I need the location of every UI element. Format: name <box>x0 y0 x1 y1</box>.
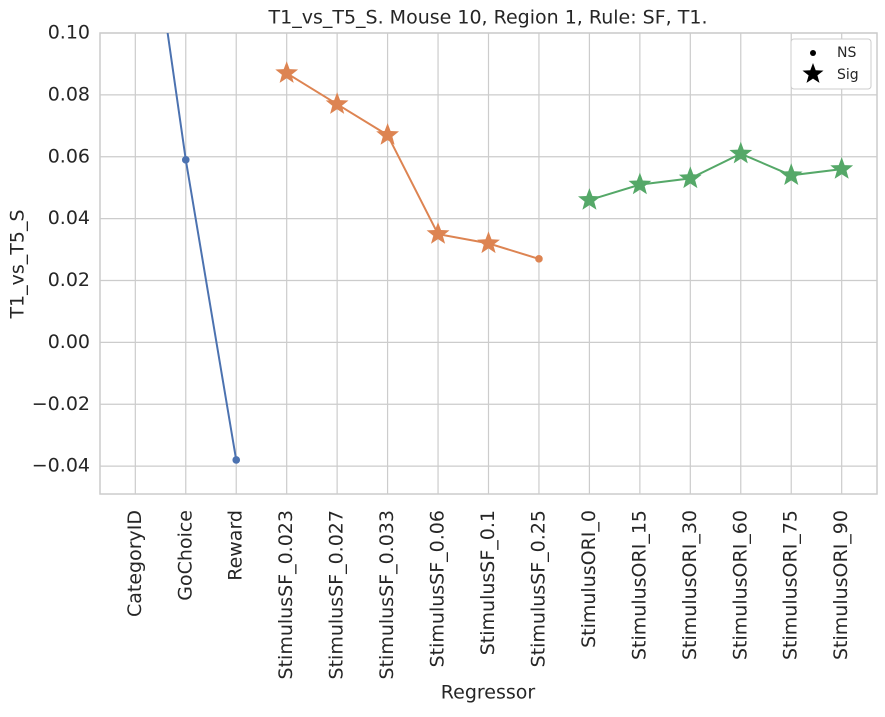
sig-marker <box>729 141 753 164</box>
x-tick-label: StimulusSF_0.1 <box>477 510 499 655</box>
ns-marker <box>232 456 241 464</box>
x-tick-label: StimulusSF_0.027 <box>326 510 348 679</box>
legend-sig-marker <box>802 63 824 83</box>
sig-marker <box>628 172 652 195</box>
legend-box <box>790 38 872 90</box>
legend-ns-marker <box>810 50 816 56</box>
y-tick-label: 0.06 <box>48 145 90 167</box>
x-tick-label: StimulusSF_0.023 <box>275 510 297 679</box>
y-tick-label: −0.02 <box>32 393 90 415</box>
x-axis-label: Regressor <box>441 682 536 704</box>
y-axis-label: T1_vs_T5_S <box>7 209 29 319</box>
x-tick-label: StimulusSF_0.033 <box>376 510 398 679</box>
sig-marker <box>477 231 500 254</box>
sig-marker <box>578 188 601 210</box>
x-tick-label: StimulusORI_30 <box>679 510 701 660</box>
x-tick-label: GoChoice <box>174 510 196 601</box>
legend-label: NS <box>837 45 856 61</box>
x-tick-label: StimulusORI_60 <box>729 510 751 660</box>
x-tick-label: StimulusSF_0.25 <box>527 510 549 667</box>
sig-marker <box>779 163 803 185</box>
ns-marker <box>181 156 190 164</box>
sig-marker <box>325 92 349 114</box>
y-tick-label: 0.08 <box>48 83 90 105</box>
series-line <box>589 152 842 202</box>
y-tick-label: 0.10 <box>48 22 90 44</box>
ns-marker <box>535 255 543 263</box>
x-tick-label: StimulusORI_15 <box>628 510 650 660</box>
series-line <box>286 72 540 260</box>
plot-area <box>166 33 854 464</box>
sig-marker <box>830 157 854 179</box>
x-tick-label: StimulusORI_0 <box>578 510 600 648</box>
chart-title: T1_vs_T5_S. Mouse 10, Region 1, Rule: SF… <box>268 7 708 29</box>
sig-marker <box>426 222 450 244</box>
x-tick-label: StimulusSF_0.06 <box>427 510 449 667</box>
y-tick-label: 0.02 <box>48 269 90 291</box>
sig-marker <box>275 61 299 83</box>
x-tick-label: Reward <box>225 510 247 581</box>
x-tick-label: CategoryID <box>124 510 146 617</box>
x-tick-label: StimulusORI_90 <box>830 510 852 660</box>
sig-marker <box>376 123 399 145</box>
plot-frame <box>99 32 878 495</box>
legend-label: Sig <box>837 67 859 83</box>
sig-marker <box>678 166 702 189</box>
y-tick-label: 0.04 <box>48 207 90 229</box>
y-tick-label: 0.00 <box>48 331 90 353</box>
y-tick-label: −0.04 <box>32 455 90 477</box>
x-tick-label: StimulusORI_75 <box>780 510 802 660</box>
